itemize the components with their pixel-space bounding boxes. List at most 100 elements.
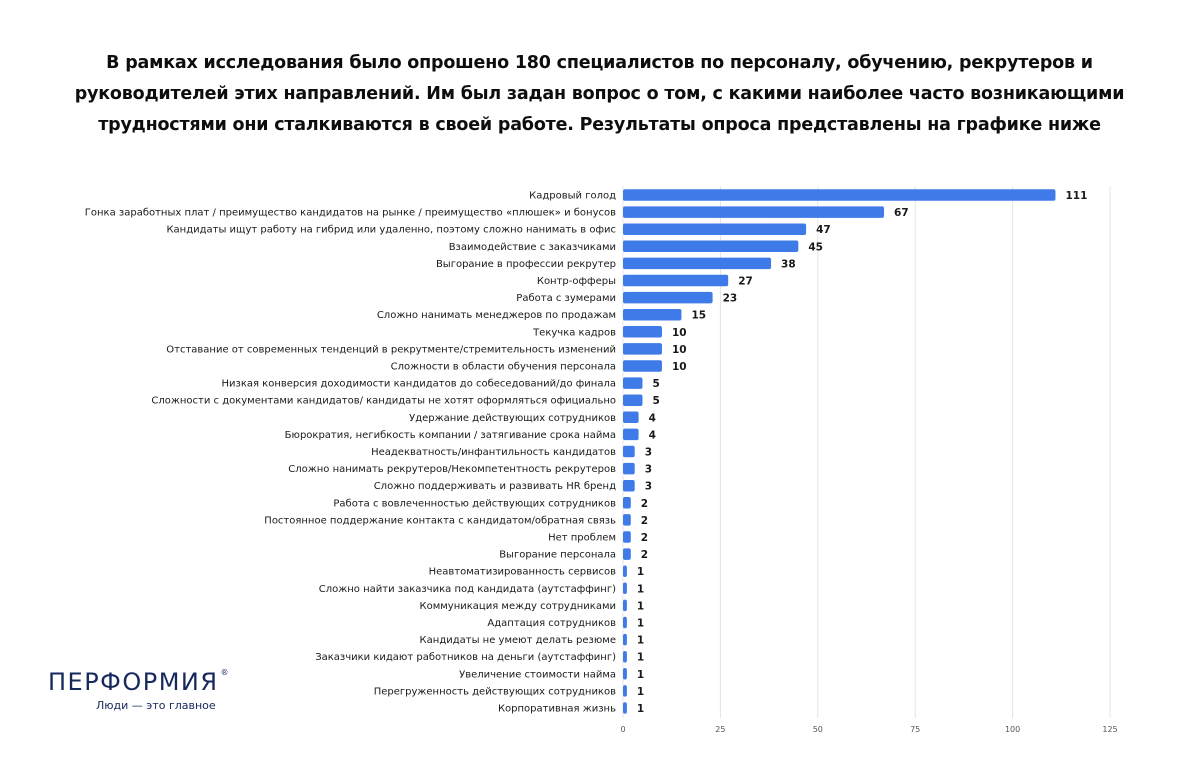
value-label-13: 5 [652, 395, 659, 407]
category-label-17: Сложно нанимать рекрутеров/Некомпетентно… [288, 464, 616, 475]
value-labels: 1116747453827231510101055443332222111111… [637, 190, 1087, 715]
category-label-2: Гонка заработных плат / преимущество кан… [85, 208, 616, 219]
bar-11 [623, 360, 662, 372]
value-label-29: 1 [637, 669, 644, 681]
value-label-10: 10 [672, 344, 687, 356]
category-label-14: Удержание действующих сотрудников [409, 413, 616, 424]
registered-mark: ® [220, 668, 231, 677]
value-label-22: 2 [641, 549, 648, 561]
category-label-1: Кадровый голод [529, 191, 616, 202]
category-label-18: Сложно поддерживать и развивать HR бренд [374, 481, 616, 492]
company-logo: ПЕРФОРМИЯ ® Люди — это главное [48, 668, 288, 712]
category-label-24: Сложно найти заказчика под кандидата (ау… [319, 584, 616, 595]
value-label-31: 1 [637, 703, 644, 715]
value-label-6: 27 [738, 276, 753, 288]
value-label-11: 10 [672, 361, 687, 373]
x-tick-label-50: 50 [813, 725, 823, 734]
value-label-23: 1 [637, 566, 644, 578]
bar-9 [623, 326, 662, 338]
bar-16 [623, 445, 635, 458]
value-label-4: 45 [808, 241, 823, 253]
category-label-22: Выгорание персонала [499, 550, 616, 561]
value-label-20: 2 [641, 515, 648, 527]
category-label-12: Низкая конверсия доходимости кандидатов … [221, 379, 616, 390]
bar-31 [623, 702, 627, 714]
bar-30 [623, 685, 627, 697]
x-tick-label-100: 100 [1005, 725, 1020, 734]
category-label-5: Выгорание в профессии рекрутер [436, 259, 616, 270]
value-label-14: 4 [649, 412, 656, 424]
bar-3 [623, 223, 807, 235]
value-label-16: 3 [645, 447, 652, 459]
bar-25 [623, 599, 627, 612]
bar-7 [623, 291, 713, 304]
value-label-15: 4 [649, 429, 656, 441]
category-label-13: Сложности с документами кандидатов/ канд… [151, 396, 616, 407]
category-label-4: Взаимодействие с заказчиками [449, 242, 616, 253]
value-label-9: 10 [672, 327, 687, 339]
category-label-11: Сложности в области обучения персонала [391, 362, 616, 373]
bar-12 [623, 377, 643, 389]
category-label-19: Работа с вовлеченностью действующих сотр… [333, 498, 616, 509]
category-label-16: Неадекватность/инфантильность кандидатов [371, 447, 616, 458]
category-label-28: Заказчики кидают работников на деньги (а… [315, 652, 616, 663]
bar-23 [623, 565, 627, 577]
value-label-19: 2 [641, 498, 648, 510]
value-label-2: 67 [894, 207, 909, 219]
category-label-30: Перегруженность действующих сотрудников [374, 686, 616, 697]
value-label-8: 15 [691, 310, 706, 322]
bar-28 [623, 650, 627, 663]
value-label-1: 111 [1065, 190, 1087, 202]
category-label-10: Отставание от современных тенденций в ре… [166, 344, 616, 355]
headline-line-1: В рамках исследования было опрошено 180 … [106, 53, 1093, 73]
bars [623, 189, 1056, 714]
x-tick-label-125: 125 [1102, 725, 1117, 734]
x-tick-label-25: 25 [715, 725, 725, 734]
category-label-21: Нет проблем [548, 533, 616, 544]
logo-tagline: Люди — это главное [96, 699, 216, 712]
bar-2 [623, 206, 885, 218]
headline-line-3: трудностями они сталкиваются в своей раб… [98, 115, 1101, 135]
headline: В рамках исследования было опрошено 180 … [40, 48, 1159, 141]
value-label-30: 1 [637, 686, 644, 698]
logo-name-text: ПЕРФОРМИЯ [48, 668, 219, 696]
logo-wordmark: ПЕРФОРМИЯ ® [48, 668, 288, 696]
value-label-17: 3 [645, 464, 652, 476]
bar-15 [623, 428, 639, 441]
value-label-12: 5 [652, 378, 659, 390]
bar-6 [623, 274, 729, 287]
category-label-25: Коммуникация между сотрудниками [419, 601, 616, 612]
bar-17 [623, 462, 635, 475]
value-label-27: 1 [637, 635, 644, 647]
category-label-6: Контр-офферы [537, 276, 616, 287]
x-axis-ticks: 0 25 50 75 100 125 [620, 725, 1117, 734]
value-label-7: 23 [723, 293, 738, 305]
bar-13 [623, 394, 643, 406]
category-label-9: Текучка кадров [532, 327, 616, 338]
category-label-8: Сложно нанимать менеджеров по продажам [377, 310, 616, 321]
value-label-5: 38 [781, 258, 796, 270]
value-label-3: 47 [816, 224, 831, 236]
bar-18 [623, 479, 635, 492]
bar-29 [623, 668, 627, 680]
category-label-20: Постоянное поддержание контакта с кандид… [264, 515, 616, 526]
bar-24 [623, 582, 627, 595]
category-label-26: Адаптация сотрудников [487, 618, 616, 629]
value-label-18: 3 [645, 481, 652, 493]
category-label-31: Корпоративная жизнь [498, 704, 616, 715]
value-label-26: 1 [637, 618, 644, 630]
bar-4 [623, 240, 799, 253]
bar-5 [623, 257, 772, 270]
bar-26 [623, 616, 627, 629]
headline-line-2: руководителей этих направлений. Им был з… [74, 84, 1125, 104]
x-tick-label-75: 75 [910, 725, 920, 734]
bar-27 [623, 633, 627, 646]
value-label-21: 2 [641, 532, 648, 544]
category-labels: Кадровый голод Гонка заработных плат / пр… [85, 191, 616, 715]
category-label-27: Кандидаты не умеют делать резюме [420, 635, 616, 646]
value-label-25: 1 [637, 600, 644, 612]
bar-22 [623, 548, 631, 560]
bar-8 [623, 308, 682, 321]
x-tick-label-0: 0 [620, 725, 625, 734]
